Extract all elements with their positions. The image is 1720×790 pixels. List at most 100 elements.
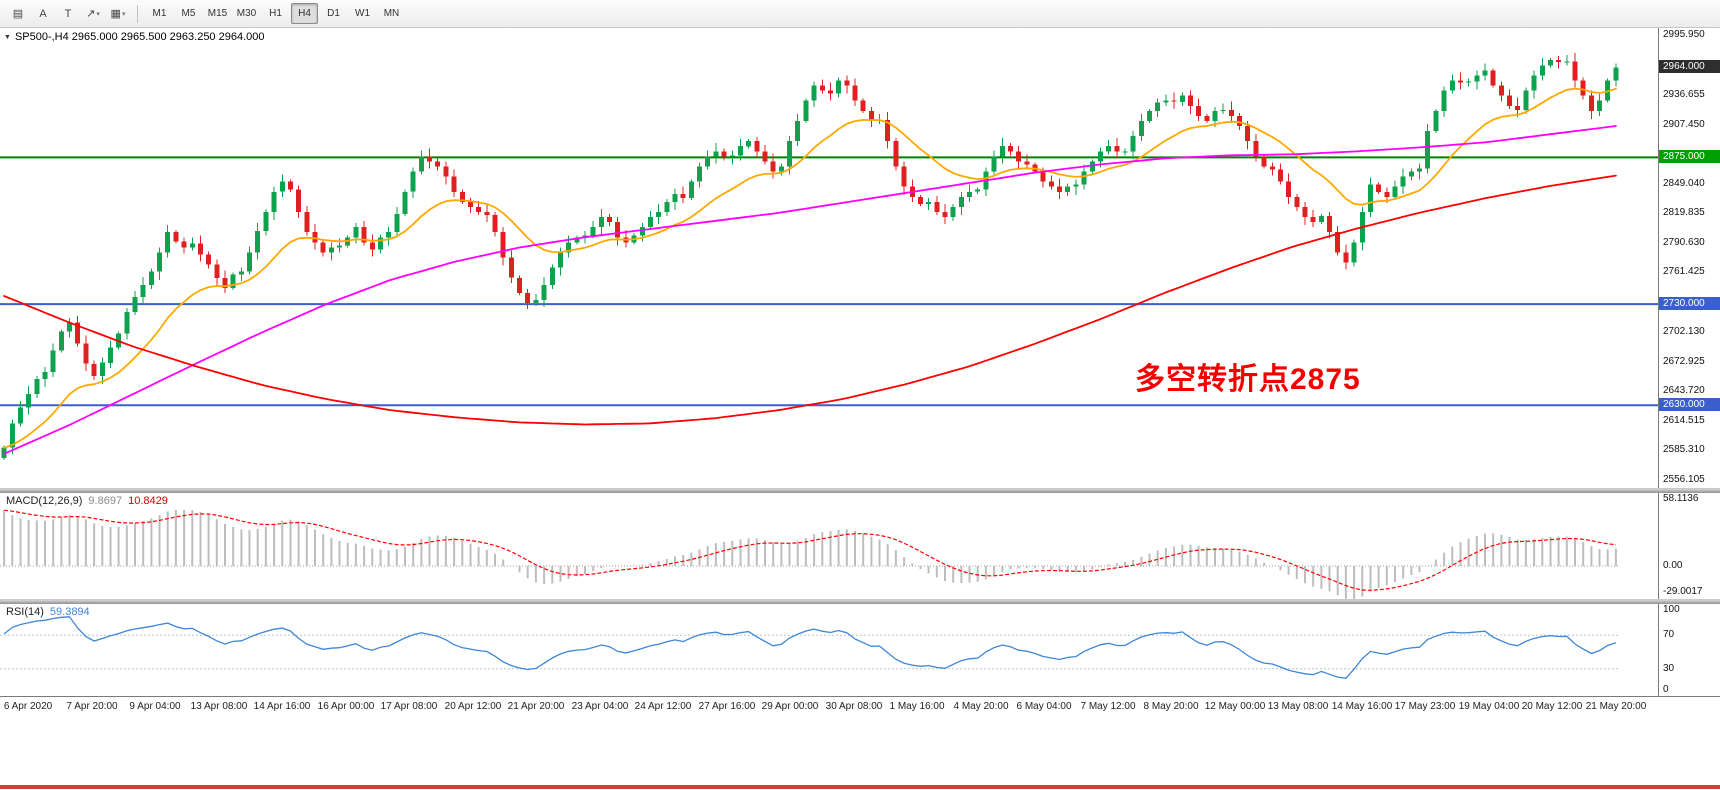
price-tick-label: 2849.040 bbox=[1663, 178, 1705, 189]
arrow-tool-icon[interactable]: ↗ ▾ bbox=[81, 3, 105, 25]
price-tick-label: 2672.925 bbox=[1663, 356, 1705, 367]
price-tick-label: 2761.425 bbox=[1663, 266, 1705, 277]
time-tick-label: 17 Apr 08:00 bbox=[380, 701, 438, 712]
rsi-tick-label: 100 bbox=[1663, 604, 1680, 615]
text-frame-icon: T bbox=[64, 7, 72, 20]
panel-separator[interactable] bbox=[0, 599, 1720, 604]
time-tick-label: 19 May 04:00 bbox=[1458, 701, 1520, 712]
time-tick-label: 27 Apr 16:00 bbox=[698, 701, 756, 712]
macd-label: MACD(12,26,9) 9.8697 10.8429 bbox=[6, 495, 168, 507]
price-tick-label: 2585.310 bbox=[1663, 444, 1705, 455]
chevron-down-icon[interactable]: ▾ bbox=[121, 10, 126, 18]
text-label-icon: A bbox=[39, 7, 47, 20]
time-tick-label: 24 Apr 12:00 bbox=[634, 701, 692, 712]
rsi-tick-label: 70 bbox=[1663, 629, 1675, 640]
time-tick-label: 14 Apr 16:00 bbox=[253, 701, 311, 712]
arrow-tool-icon: ↗ bbox=[86, 8, 96, 20]
tool-buttons-group: ▤ A T ↗ ▾ ▦ ▾ bbox=[6, 3, 130, 25]
timeframe-m1-button[interactable]: M1 bbox=[152, 8, 167, 19]
time-axis[interactable]: 6 Apr 2020 7 Apr 20:00 9 Apr 04:00 13 Apr 0… bbox=[0, 696, 1720, 718]
time-tick-label: 14 May 16:00 bbox=[1331, 701, 1393, 712]
macd-name: MACD(12,26,9) bbox=[6, 495, 83, 507]
time-tick-label: 21 Apr 20:00 bbox=[507, 701, 565, 712]
collapse-icon[interactable]: ▼ bbox=[4, 33, 11, 41]
macd-tick-label: -29.0017 bbox=[1663, 586, 1703, 597]
toolbar-separator bbox=[137, 4, 138, 23]
macd-signal-value: 10.8429 bbox=[128, 495, 168, 507]
macd-panel[interactable]: MACD(12,26,9) 9.8697 10.8429 bbox=[0, 493, 1658, 599]
rsi-tick-label: 30 bbox=[1663, 663, 1675, 674]
bottom-strip bbox=[0, 718, 1720, 790]
price-axis[interactable]: 2995.950 2936.655 2907.450 2849.040 2819.835… bbox=[1658, 28, 1720, 488]
time-tick-label: 7 Apr 20:00 bbox=[66, 701, 118, 712]
price-tick-label: 2995.950 bbox=[1663, 29, 1705, 40]
rsi-name: RSI(14) bbox=[6, 606, 44, 618]
time-tick-label: 20 Apr 12:00 bbox=[444, 701, 502, 712]
chevron-down-icon[interactable]: ▾ bbox=[96, 10, 100, 18]
time-tick-label: 13 Apr 08:00 bbox=[190, 701, 248, 712]
moving-averages-layer[interactable] bbox=[3, 87, 1617, 455]
timeframe-m15-button[interactable]: M15 bbox=[207, 8, 228, 19]
timeframe-mn-button[interactable]: MN bbox=[383, 8, 400, 19]
panel-separator[interactable] bbox=[0, 488, 1720, 493]
shapes-tool-icon[interactable]: ▦ ▾ bbox=[106, 3, 130, 25]
time-tick-label: 29 Apr 00:00 bbox=[761, 701, 819, 712]
ma-fast-line bbox=[3, 87, 1617, 449]
macd-histogram bbox=[3, 509, 1617, 599]
price-level-box: 2964.000 bbox=[1659, 60, 1720, 73]
price-tick-label: 2614.515 bbox=[1663, 415, 1705, 426]
macd-tick-label: 58.1136 bbox=[1663, 493, 1699, 504]
time-tick-label: 16 Apr 00:00 bbox=[317, 701, 375, 712]
price-tick-label: 2790.630 bbox=[1663, 237, 1705, 248]
price-tick-label: 2702.130 bbox=[1663, 326, 1705, 337]
time-tick-label: 7 May 12:00 bbox=[1080, 701, 1136, 712]
price-level-box: 2875.000 bbox=[1659, 150, 1720, 163]
time-tick-label: 21 May 20:00 bbox=[1585, 701, 1647, 712]
text-frame-icon[interactable]: T bbox=[56, 3, 80, 25]
price-tick-label: 2936.655 bbox=[1663, 89, 1705, 100]
rsi-panel[interactable]: RSI(14) 59.3894 bbox=[0, 604, 1658, 696]
time-tick-label: 12 May 00:00 bbox=[1204, 701, 1266, 712]
chart-annotation-text[interactable]: 多空转折点2875 bbox=[1135, 363, 1361, 396]
time-tick-label: 17 May 23:00 bbox=[1394, 701, 1456, 712]
rsi-axis[interactable]: 100 70 30 0 bbox=[1658, 604, 1720, 696]
shapes-tool-icon: ▦ bbox=[110, 8, 121, 20]
chart-objects-icon: ▤ bbox=[12, 8, 24, 20]
time-tick-label: 4 May 20:00 bbox=[953, 701, 1009, 712]
price-tick-label: 2907.450 bbox=[1663, 119, 1705, 130]
main-chart-row: ▼ SP500-,H4 2965.000 2965.500 2963.250 2… bbox=[0, 28, 1720, 488]
symbol-ohlc-text: SP500-,H4 2965.000 2965.500 2963.250 296… bbox=[14, 31, 265, 43]
time-tick-label: 30 Apr 08:00 bbox=[825, 701, 883, 712]
price-level-box: 2730.000 bbox=[1659, 297, 1720, 310]
red-divider bbox=[0, 785, 1720, 789]
macd-axis[interactable]: 58.1136 0.00 -29.0017 bbox=[1658, 493, 1720, 599]
timeframe-m30-button[interactable]: M30 bbox=[236, 8, 257, 19]
chart-objects-icon[interactable]: ▤ bbox=[6, 3, 30, 25]
macd-tick-label: 0.00 bbox=[1663, 560, 1683, 571]
symbol-info-line: ▼ SP500-,H4 2965.000 2965.500 2963.250 2… bbox=[4, 31, 265, 43]
time-tick-label: 6 Apr 2020 bbox=[3, 701, 53, 712]
candles-layer bbox=[1, 53, 1619, 460]
time-tick-label: 23 Apr 04:00 bbox=[571, 701, 629, 712]
timeframe-d1-button[interactable]: D1 bbox=[327, 8, 340, 19]
toolbar: ▤ A T ↗ ▾ ▦ ▾ M1 M5 M15 M30 H1 H4 D1 W1 MN bbox=[0, 0, 1720, 28]
ma-mid-line bbox=[3, 125, 1617, 455]
macd-signal-line bbox=[4, 509, 1616, 591]
timeframe-group: M1 M5 M15 M30 H1 H4 D1 W1 MN bbox=[145, 3, 406, 24]
rsi-row: RSI(14) 59.3894 100 70 30 0 bbox=[0, 604, 1720, 696]
time-tick-label: 1 May 16:00 bbox=[889, 701, 945, 712]
time-tick-label: 8 May 20:00 bbox=[1143, 701, 1199, 712]
timeframe-h4-button[interactable]: H4 bbox=[291, 3, 318, 24]
rsi-tick-label: 0 bbox=[1663, 684, 1669, 695]
time-tick-label: 6 May 04:00 bbox=[1016, 701, 1072, 712]
rsi-line bbox=[3, 616, 1617, 679]
timeframe-m5-button[interactable]: M5 bbox=[181, 8, 196, 19]
main-chart[interactable]: ▼ SP500-,H4 2965.000 2965.500 2963.250 2… bbox=[0, 28, 1658, 488]
timeframe-h1-button[interactable]: H1 bbox=[269, 8, 282, 19]
rsi-label: RSI(14) 59.3894 bbox=[6, 606, 90, 618]
timeframe-w1-button[interactable]: W1 bbox=[355, 8, 370, 19]
time-tick-label: 20 May 12:00 bbox=[1521, 701, 1583, 712]
text-label-icon[interactable]: A bbox=[31, 3, 55, 25]
price-tick-label: 2556.105 bbox=[1663, 474, 1705, 485]
horizontal-lines-layer[interactable] bbox=[0, 156, 1658, 407]
